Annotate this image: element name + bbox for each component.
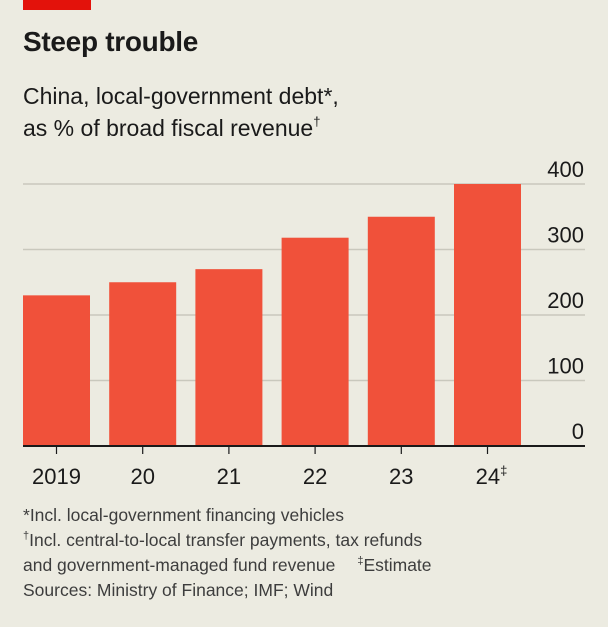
chart-subtitle: China, local-government debt*, as % of b… (23, 80, 583, 144)
bar (23, 295, 90, 446)
footnote-2-cont: and government-managed fund revenue ‡Esti… (23, 553, 432, 578)
y-tick-label: 100 (547, 354, 584, 379)
bar (367, 216, 435, 446)
footnote-1-mark: * (23, 505, 30, 525)
subtitle-footnote-mark: † (313, 114, 321, 129)
brand-red-tab (23, 0, 91, 10)
subtitle-line-2: as % of broad fiscal revenue (23, 115, 314, 141)
x-tick-label: 22 (303, 464, 327, 489)
y-tick-label: 300 (547, 223, 584, 248)
sources: Sources: Ministry of Finance; IMF; Wind (23, 580, 334, 600)
y-tick-label: 200 (547, 288, 584, 313)
y-tick-label: 400 (547, 157, 584, 182)
footnote-2: †Incl. central-to-local transfer payment… (23, 528, 432, 553)
footnote-3-mark: ‡ (357, 555, 364, 567)
x-tick-label: 2019 (32, 464, 81, 489)
chart-title: Steep trouble (23, 26, 199, 57)
y-tick-label: 0 (572, 419, 584, 444)
footnote-2-text-line-2: and government-managed fund revenue (23, 555, 336, 575)
x-tick-label: 23 (389, 464, 413, 489)
bar (454, 184, 521, 446)
footnote-2-text-line-1: Incl. central-to-local transfer payments… (29, 530, 423, 550)
footnote-1: *Incl. local-government financing vehicl… (23, 503, 432, 528)
footnote-3-text: Estimate (363, 555, 432, 575)
footnotes: *Incl. local-government financing vehicl… (23, 503, 432, 603)
bar-chart: 0 100 200 300 400 2019 20 21 22 23 24‡ (23, 157, 585, 489)
bar (281, 237, 349, 446)
x-tick-label: 24‡ (476, 463, 508, 489)
bar (195, 269, 263, 446)
subtitle-line-1: China, local-government debt*, (23, 83, 339, 109)
footnote-1-text: Incl. local-government financing vehicle… (29, 505, 345, 525)
footnote-2-mark: † (23, 530, 30, 542)
x-tick-label: 20 (130, 464, 154, 489)
x-tick-label: 21 (217, 464, 241, 489)
bar (109, 282, 177, 446)
